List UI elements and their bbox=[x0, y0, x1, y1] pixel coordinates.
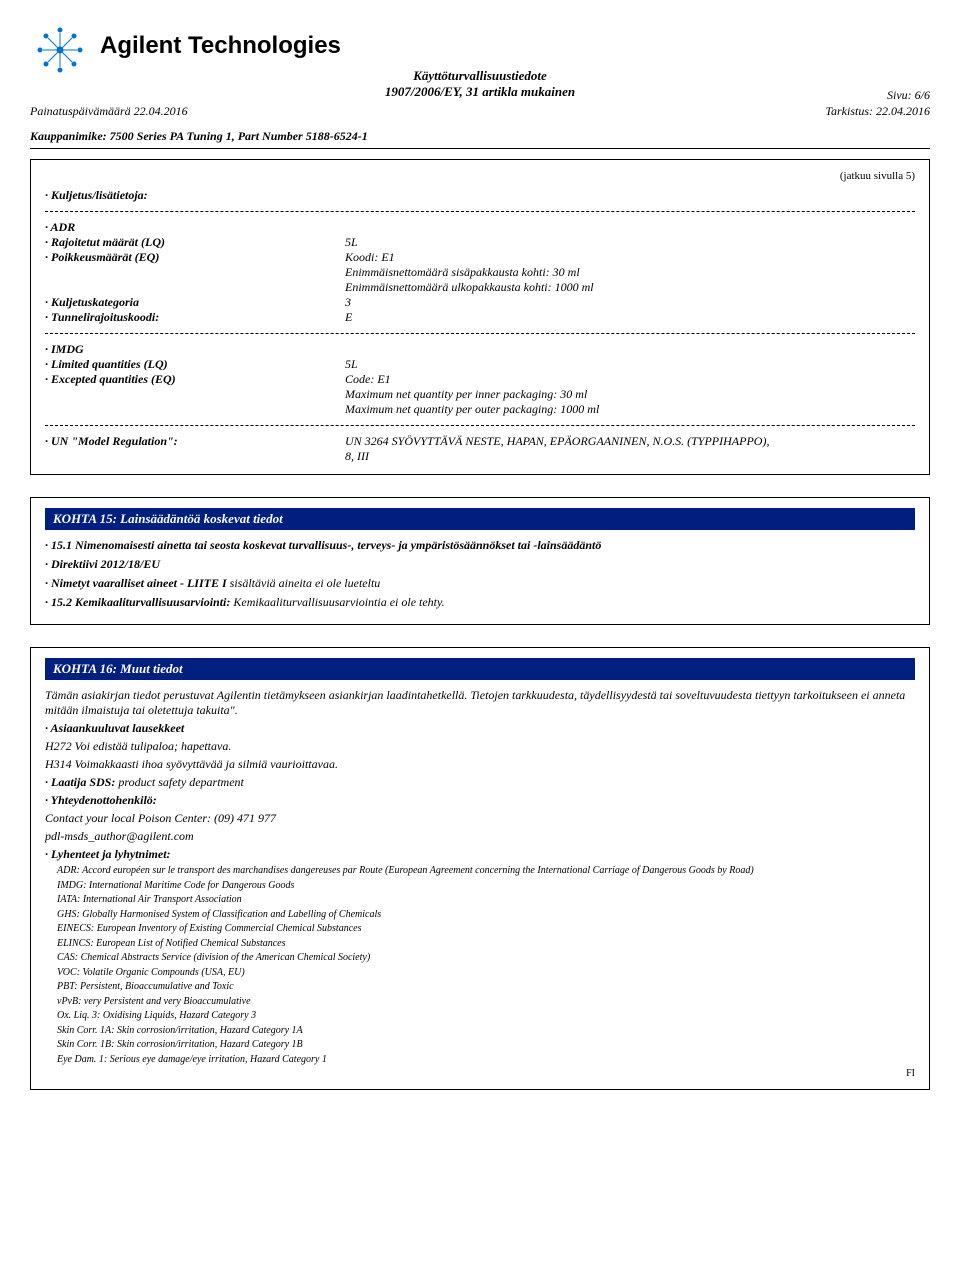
abbrev-item: ADR: Accord européen sur le transport de… bbox=[57, 865, 915, 878]
abbrev-item: IMDG: International Maritime Code for Da… bbox=[57, 880, 915, 893]
adr-cat-value: 3 bbox=[345, 295, 915, 310]
adr-lq-value: 5L bbox=[345, 235, 915, 250]
adr-eq-value1: Koodi: E1 bbox=[345, 250, 915, 265]
doc-title: Käyttöturvallisuustiedote 1907/2006/EY, … bbox=[30, 68, 930, 100]
s15-line2: · Direktiivi 2012/18/EU bbox=[45, 557, 915, 572]
dashed-divider bbox=[45, 425, 915, 426]
doc-title-1: Käyttöturvallisuustiedote bbox=[30, 68, 930, 84]
abbrev-item: Skin Corr. 1B: Skin corrosion/irritation… bbox=[57, 1039, 915, 1052]
continued-from: (jatkuu sivulla 5) bbox=[45, 170, 915, 182]
s16-h272: H272 Voi edistää tulipaloa; hapettava. bbox=[45, 739, 915, 754]
section-15-box: KOHTA 15: Lainsäädäntöä koskevat tiedot … bbox=[30, 497, 930, 625]
s16-para1: Tämän asiakirjan tiedot perustuvat Agile… bbox=[45, 688, 915, 718]
trade-name: Kauppanimike: 7500 Series PA Tuning 1, P… bbox=[30, 129, 930, 144]
brand-name: Agilent Technologies bbox=[100, 32, 341, 60]
transport-box: (jatkuu sivulla 5) · Kuljetus/lisätietoj… bbox=[30, 159, 930, 475]
dashed-divider bbox=[45, 333, 915, 334]
imdg-eq-value3: Maximum net quantity per outer packaging… bbox=[345, 402, 915, 417]
s15-line3: · Nimetyt vaaralliset aineet - LIITE I s… bbox=[45, 576, 915, 591]
un-value1: UN 3264 SYÖVYTTÄVÄ NESTE, HAPAN, EPÄORGA… bbox=[345, 434, 915, 449]
adr-lq-label: · Rajoitetut määrät (LQ) bbox=[45, 235, 345, 250]
section-16-title: KOHTA 16: Muut tiedot bbox=[45, 658, 915, 680]
print-date: Painatuspäivämäärä 22.04.2016 bbox=[30, 104, 188, 119]
section-16-box: KOHTA 16: Muut tiedot Tämän asiakirjan t… bbox=[30, 647, 930, 1090]
imdg-title: · IMDG bbox=[45, 342, 915, 357]
s16-author: · Laatija SDS: product safety department bbox=[45, 775, 915, 790]
un-value2: 8, III bbox=[345, 449, 915, 464]
imdg-eq-label: · Excepted quantities (EQ) bbox=[45, 372, 345, 387]
adr-eq-label: · Poikkeusmäärät (EQ) bbox=[45, 250, 345, 265]
s16-phrases-label: · Asiaankuuluvat lausekkeet bbox=[45, 721, 915, 736]
abbrev-item: Eye Dam. 1: Serious eye damage/eye irrit… bbox=[57, 1054, 915, 1067]
s16-h314: H314 Voimakkaasti ihoa syövyttävää ja si… bbox=[45, 757, 915, 772]
imdg-eq-value1: Code: E1 bbox=[345, 372, 915, 387]
abbrev-item: PBT: Persistent, Bioaccumulative and Tox… bbox=[57, 981, 915, 994]
revision-date: Tarkistus: 22.04.2016 bbox=[825, 104, 930, 119]
divider bbox=[30, 148, 930, 149]
abbrev-item: Ox. Liq. 3: Oxidising Liquids, Hazard Ca… bbox=[57, 1010, 915, 1023]
abbrev-list: ADR: Accord européen sur le transport de… bbox=[45, 865, 915, 1066]
imdg-lq-label: · Limited quantities (LQ) bbox=[45, 357, 345, 372]
un-label: · UN "Model Regulation": bbox=[45, 434, 345, 449]
abbrev-item: EINECS: European Inventory of Existing C… bbox=[57, 923, 915, 936]
s16-contact2: pdl-msds_author@agilent.com bbox=[45, 829, 915, 844]
imdg-eq-value2: Maximum net quantity per inner packaging… bbox=[345, 387, 915, 402]
s16-abbrev-label: · Lyhenteet ja lyhytnimet: bbox=[45, 847, 915, 862]
adr-eq-value3: Enimmäisnettomäärä ulkopakkausta kohti: … bbox=[345, 280, 915, 295]
adr-eq-value2: Enimmäisnettomäärä sisäpakkausta kohti: … bbox=[345, 265, 915, 280]
abbrev-item: CAS: Chemical Abstracts Service (divisio… bbox=[57, 952, 915, 965]
adr-title: · ADR bbox=[45, 220, 915, 235]
adr-tunnel-value: E bbox=[345, 310, 915, 325]
s16-contact-label: · Yhteydenottohenkilö: bbox=[45, 793, 915, 808]
agilent-logo-icon bbox=[30, 20, 90, 80]
s15-line1: · 15.1 Nimenomaisesti ainetta tai seosta… bbox=[45, 538, 915, 553]
s15-line4: · 15.2 Kemikaaliturvallisuusarviointi: K… bbox=[45, 595, 915, 610]
abbrev-item: Skin Corr. 1A: Skin corrosion/irritation… bbox=[57, 1025, 915, 1038]
s16-contact1: Contact your local Poison Center: (09) 4… bbox=[45, 811, 915, 826]
abbrev-item: IATA: International Air Transport Associ… bbox=[57, 894, 915, 907]
abbrev-item: GHS: Globally Harmonised System of Class… bbox=[57, 909, 915, 922]
adr-tunnel-label: · Tunnelirajoituskoodi: bbox=[45, 310, 345, 325]
section-15-title: KOHTA 15: Lainsäädäntöä koskevat tiedot bbox=[45, 508, 915, 530]
adr-cat-label: · Kuljetuskategoria bbox=[45, 295, 345, 310]
imdg-lq-value: 5L bbox=[345, 357, 915, 372]
doc-title-2: 1907/2006/EY, 31 artikla mukainen bbox=[30, 84, 930, 100]
abbrev-item: VOC: Volatile Organic Compounds (USA, EU… bbox=[57, 967, 915, 980]
abbrev-item: vPvB: very Persistent and very Bioaccumu… bbox=[57, 996, 915, 1009]
transport-header: · Kuljetus/lisätietoja: bbox=[45, 188, 915, 203]
dashed-divider bbox=[45, 211, 915, 212]
abbrev-item: ELINCS: European List of Notified Chemic… bbox=[57, 938, 915, 951]
fi-mark: FI bbox=[45, 1068, 915, 1079]
meta-row: Painatuspäivämäärä 22.04.2016 Tarkistus:… bbox=[30, 104, 930, 119]
